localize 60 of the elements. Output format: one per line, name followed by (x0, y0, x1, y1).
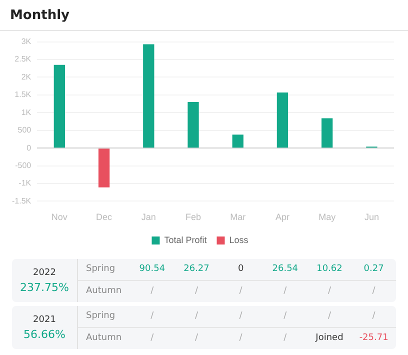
bar (98, 148, 110, 188)
x-tick-label: May (318, 212, 336, 222)
text: / (130, 327, 174, 349)
y-tick-label: -1K (18, 178, 32, 188)
bar (143, 44, 154, 148)
y-tick-label: -500 (15, 160, 32, 170)
legend-label: Loss (229, 234, 249, 245)
text: Spring (85, 263, 116, 276)
text: Autumn (78, 280, 130, 302)
y-tick-label: 1.5K (14, 90, 32, 100)
text: 237.75% (20, 280, 69, 294)
text: / (262, 280, 308, 302)
text: / (238, 310, 244, 323)
text: 2021 (33, 314, 56, 324)
y-tick-label: 3K (21, 37, 32, 46)
text: 0 (236, 263, 245, 276)
x-tick-label: Jun (364, 212, 379, 222)
y-tick-label: -1.5K (12, 196, 32, 206)
text: -25.71 (352, 327, 396, 349)
text: / (307, 280, 352, 302)
text: 2022 (33, 268, 56, 278)
x-tick-label: Feb (186, 212, 202, 222)
text: Autumn (78, 327, 130, 349)
text: / (194, 310, 200, 323)
text: / (174, 280, 219, 302)
x-tick-label: Mar (230, 212, 246, 222)
y-tick-label: 2.5K (14, 54, 32, 64)
text: 26.27 (182, 263, 210, 276)
text: / (150, 310, 155, 323)
y-tick-label: 500 (18, 126, 32, 135)
y-tick-label: 1K (21, 108, 32, 117)
text: 90.54 (138, 263, 166, 276)
text: / (371, 310, 376, 323)
legend-label: Total Profit (164, 234, 208, 245)
text: Spring (85, 310, 116, 323)
bar (232, 134, 244, 148)
x-tick-label: Nov (51, 212, 68, 222)
y-tick-label: 0 (26, 143, 32, 152)
text: / (218, 280, 263, 302)
text: / (218, 327, 263, 349)
text: / (174, 327, 219, 349)
x-tick-label: Apr (275, 212, 290, 222)
text: 26.54 (271, 263, 300, 276)
bar (54, 64, 66, 148)
text: 0.27 (362, 263, 385, 276)
bar (276, 92, 288, 148)
bar (322, 118, 333, 148)
bar (188, 102, 199, 148)
text: / (326, 310, 332, 323)
x-tick-label: Dec (96, 212, 113, 222)
text: 10.62 (316, 263, 344, 276)
y-tick-label: 2K (21, 72, 32, 82)
text: Joined (307, 327, 352, 349)
text: / (352, 280, 396, 302)
text: / (130, 280, 174, 302)
x-tick-label: Jan (141, 212, 156, 222)
chart-title: Monthly (0, 0, 408, 31)
text: / (262, 327, 308, 349)
text: / (282, 310, 288, 323)
text: 56.66% (24, 328, 66, 340)
